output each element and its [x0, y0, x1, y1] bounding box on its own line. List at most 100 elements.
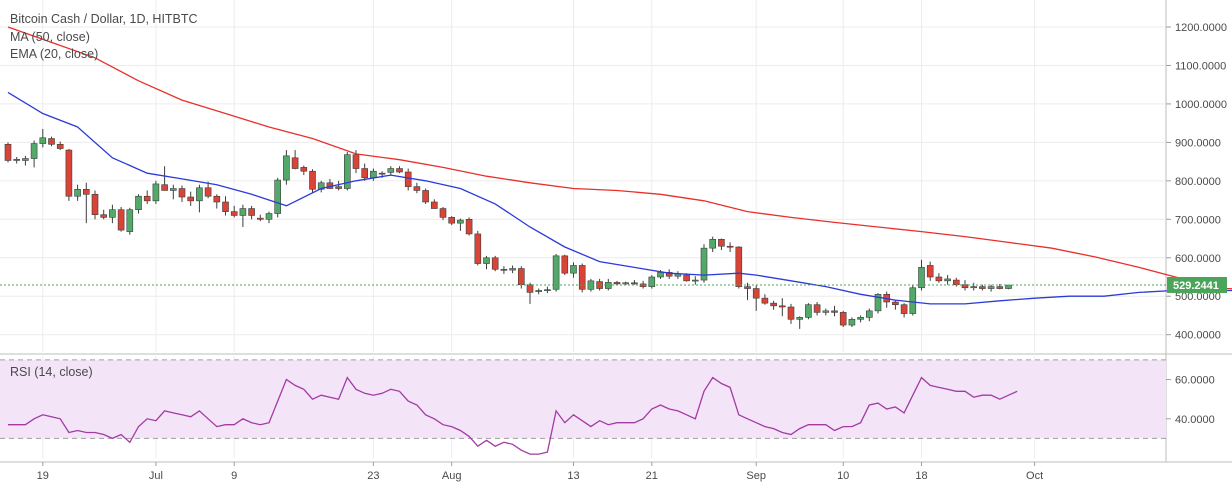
candle-body	[422, 190, 429, 203]
candle-body	[517, 268, 525, 285]
candle-body	[718, 239, 725, 247]
candle-body	[83, 189, 90, 195]
candle-body	[613, 282, 621, 285]
rsi-legend: RSI (14, close)	[10, 365, 93, 379]
price-tick-label: 600.0000	[1175, 253, 1221, 265]
candle-body	[265, 213, 273, 220]
price-tick-label: 800.0000	[1175, 176, 1221, 188]
candle-body	[309, 170, 316, 190]
candle-body	[30, 143, 38, 159]
time-tick-label: 21	[646, 470, 658, 482]
candle-body	[457, 219, 464, 224]
candle-body	[865, 310, 873, 318]
candle-body	[970, 286, 978, 289]
candle-body	[4, 144, 12, 161]
candle-body	[213, 195, 221, 203]
candle-body	[770, 302, 777, 307]
ma-line	[7, 26, 1232, 290]
candle-body	[335, 186, 342, 189]
candle-body	[439, 208, 447, 218]
candle-body	[65, 149, 73, 197]
time-tick-label: 19	[37, 470, 49, 482]
candle-body	[343, 154, 351, 189]
rsi-pane	[0, 359, 1166, 455]
candle-body	[448, 217, 456, 224]
candle-body	[352, 154, 360, 169]
candle-body	[361, 168, 369, 179]
candle-body	[822, 310, 830, 313]
candle-body	[430, 201, 438, 209]
candle-body	[526, 284, 534, 293]
candle-body	[396, 168, 403, 173]
candle-body	[483, 257, 490, 264]
price-tick-label: 1200.0000	[1175, 22, 1227, 34]
candle-body	[892, 301, 899, 305]
time-tick-label: Oct	[1026, 470, 1043, 482]
last-price-label: 529.2441	[1173, 280, 1219, 292]
candle-body	[561, 255, 569, 274]
candle-body	[465, 219, 473, 235]
rsi-tick-label: 40.0000	[1175, 414, 1215, 426]
candle-body	[657, 272, 664, 278]
candle-body	[196, 187, 203, 202]
candle-body	[22, 158, 29, 161]
candle-body	[239, 208, 247, 216]
candle-body	[117, 209, 125, 231]
candle-body	[709, 239, 717, 249]
candle-body	[178, 188, 186, 198]
candle-body	[535, 290, 543, 292]
candle-body	[474, 233, 482, 264]
candle-body	[683, 274, 690, 282]
time-tick-label: Jul	[149, 470, 163, 482]
candle-body	[1005, 284, 1012, 289]
candle-body	[944, 278, 951, 282]
candle-body	[761, 297, 769, 304]
candle-body	[109, 209, 116, 218]
candle-body	[283, 155, 290, 181]
rsi-tick-label: 60.0000	[1175, 375, 1215, 387]
candle-body	[248, 208, 255, 216]
time-tick-label: Aug	[442, 470, 462, 482]
candle-body	[161, 184, 168, 191]
indicator-lines	[0, 26, 1232, 305]
candle-body	[839, 312, 847, 326]
candle-body	[230, 211, 238, 216]
ema-line	[7, 91, 1232, 305]
candle-body	[726, 245, 734, 248]
candle-body	[578, 265, 586, 290]
candle-body	[222, 201, 229, 212]
candle-body	[935, 276, 943, 282]
candle-body	[256, 217, 264, 220]
price-tick-label: 900.0000	[1175, 137, 1221, 149]
rsi-band-fill	[0, 359, 1166, 439]
candle-body	[752, 288, 760, 299]
candle-body	[813, 304, 821, 313]
candles	[4, 128, 1012, 329]
time-tick-label: Sep	[746, 470, 766, 482]
last-price-tag	[1167, 276, 1227, 293]
candle-body	[378, 172, 386, 175]
candle-body	[48, 138, 55, 145]
candle-body	[926, 265, 934, 278]
candle-body	[126, 209, 134, 232]
rsi-line	[8, 376, 1018, 455]
candle-body	[143, 195, 151, 202]
candle-body	[170, 188, 177, 191]
price-tick-label: 400.0000	[1175, 330, 1221, 342]
time-tick-label: 10	[837, 470, 849, 482]
ma-legend: MA (50, close)	[10, 30, 90, 44]
candle-body	[648, 276, 656, 287]
candle-body	[74, 189, 81, 197]
candle-body	[796, 317, 804, 320]
price-tick-label: 1100.0000	[1175, 60, 1226, 72]
candle-body	[491, 257, 499, 270]
candle-body	[691, 279, 699, 282]
candle-body	[39, 137, 47, 144]
candle-body	[700, 247, 708, 281]
candle-body	[996, 286, 1004, 289]
candle-body	[91, 194, 99, 215]
candle-body	[544, 289, 551, 291]
candle-body	[631, 282, 638, 285]
